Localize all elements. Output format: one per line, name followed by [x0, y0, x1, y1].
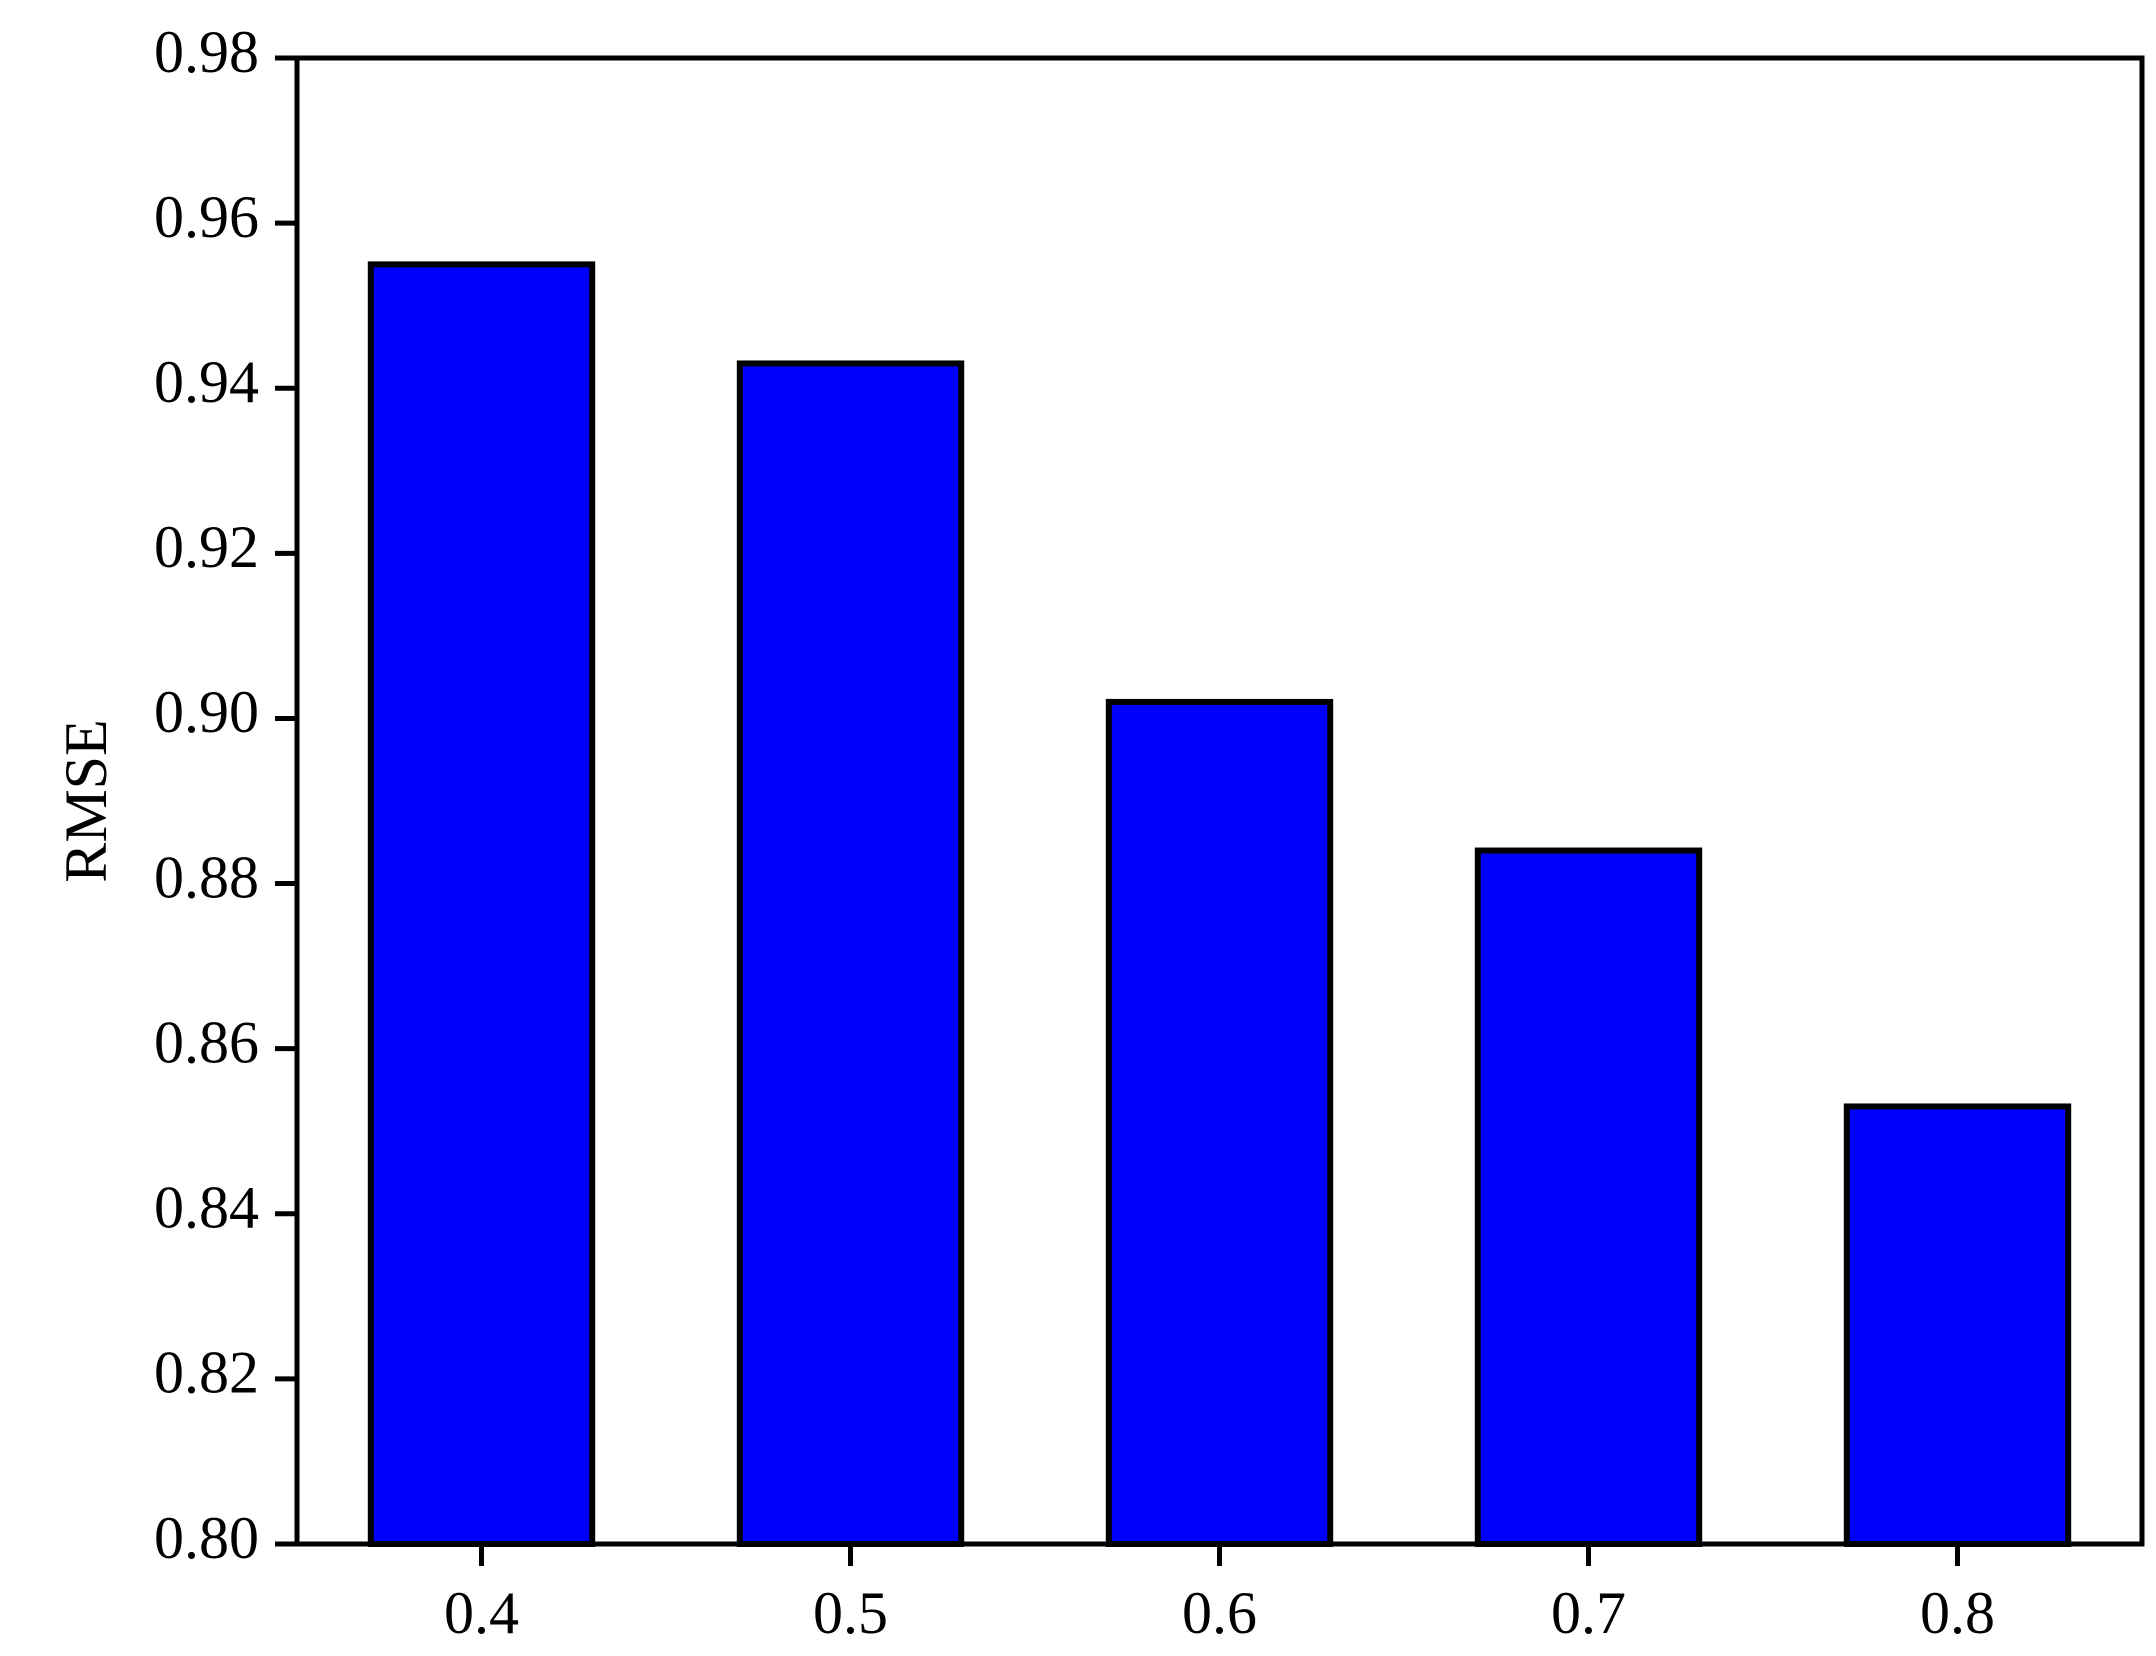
y-tick-label: 0.86 [154, 1009, 259, 1075]
y-tick-label: 0.96 [154, 184, 259, 250]
bar [1474, 847, 1703, 1547]
x-tick-label: 0.4 [444, 1580, 519, 1646]
x-tick-label: 0.5 [813, 1580, 888, 1646]
y-axis-label: RMSE [53, 719, 119, 882]
bar [1105, 698, 1334, 1547]
bar [736, 360, 965, 1547]
bar [1843, 1103, 2072, 1547]
y-tick-label: 0.90 [154, 679, 259, 745]
y-tick-label: 0.82 [154, 1340, 259, 1406]
y-tick-label: 0.98 [154, 19, 259, 85]
y-tick-label: 0.92 [154, 514, 259, 580]
y-tick-label: 0.88 [154, 844, 259, 910]
x-tick-label: 0.6 [1182, 1580, 1257, 1646]
x-tick-label: 0.8 [1920, 1580, 1995, 1646]
bar [367, 261, 596, 1547]
y-tick-label: 0.80 [154, 1505, 259, 1571]
plot-frame [294, 55, 2145, 1547]
y-tick-label: 0.84 [154, 1175, 259, 1241]
y-tick-label: 0.94 [154, 349, 259, 415]
x-tick-label: 0.7 [1551, 1580, 1626, 1646]
